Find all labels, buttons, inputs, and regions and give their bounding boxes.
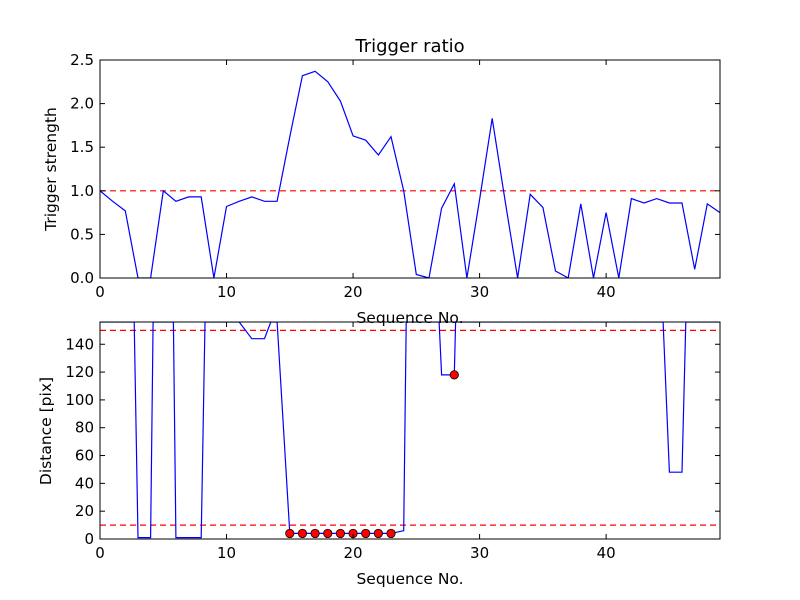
data-marker	[373, 528, 383, 539]
x-tick-label: 10	[217, 544, 236, 562]
y-tick-label: 0.0	[70, 269, 94, 287]
y-tick-label: 0.5	[70, 225, 94, 243]
y-tick-label: 40	[75, 474, 94, 492]
x-axis-label: Sequence No.	[356, 309, 463, 327]
x-tick-label: 20	[344, 283, 363, 301]
data-marker	[323, 528, 333, 539]
plot-frame	[99, 321, 721, 540]
y-tick-label: 1.5	[70, 138, 94, 156]
y-tick-label: 2.0	[70, 95, 94, 113]
y-axis-label: Distance [pix]	[37, 377, 55, 485]
x-tick-label: 40	[597, 283, 616, 301]
chart-title: Trigger ratio	[354, 36, 464, 57]
x-tick-label: 10	[217, 283, 236, 301]
x-tick-label: 0	[95, 283, 105, 301]
x-tick-label: 30	[470, 544, 489, 562]
data-marker	[285, 528, 295, 539]
y-tick-label: 0	[84, 530, 94, 548]
data-marker	[297, 528, 308, 539]
series-line	[100, 322, 720, 539]
y-tick-label: 100	[65, 391, 94, 409]
y-tick-label: 140	[65, 335, 94, 353]
distance-chart: Distance [pix] Sequence No. 0 10 20 30 40 0 20…	[37, 321, 721, 588]
y-axis-label: Trigger strength	[42, 107, 60, 232]
data-marker	[335, 528, 346, 539]
x-tick-label: 0	[95, 544, 105, 562]
y-tick-label: 20	[75, 502, 94, 520]
data-marker	[361, 528, 371, 539]
x-tick-label: 40	[597, 544, 616, 562]
series-line	[100, 70, 720, 278]
x-tick-label: 20	[344, 544, 363, 562]
data-marker	[310, 528, 320, 539]
y-tick-label: 60	[75, 447, 94, 465]
x-tick-label: 30	[470, 283, 489, 301]
y-tick-label: 1.0	[70, 182, 94, 200]
y-tick-label: 2.5	[70, 51, 94, 69]
data-marker	[449, 370, 459, 380]
x-axis-label: Sequence No.	[356, 570, 463, 588]
plot-frame	[99, 59, 721, 279]
y-tick-label: 80	[75, 419, 94, 437]
trigger-ratio-chart: Trigger ratio Trigger strength Sequence …	[42, 36, 721, 327]
data-marker	[386, 528, 396, 539]
y-tick-label: 120	[65, 363, 94, 381]
